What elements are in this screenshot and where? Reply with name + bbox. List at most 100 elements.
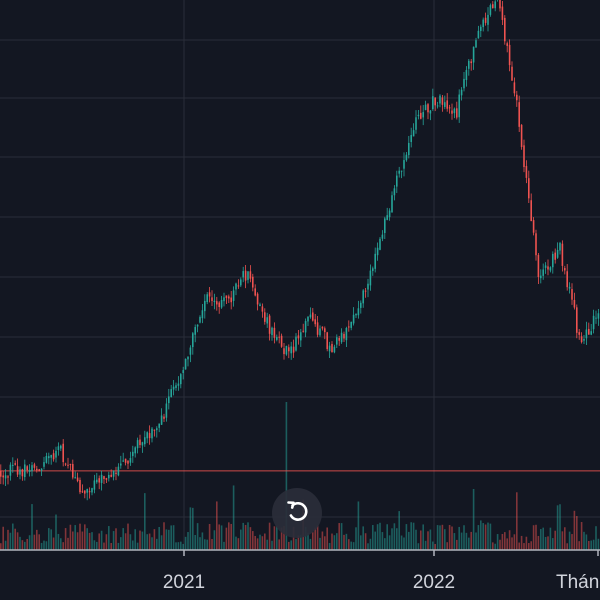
volume-bar bbox=[326, 527, 328, 550]
volume-bar bbox=[367, 543, 369, 550]
volume-bar bbox=[115, 528, 117, 550]
volume-bar bbox=[216, 501, 218, 550]
candle-body bbox=[288, 347, 290, 352]
candle-body bbox=[492, 4, 494, 9]
candle-body bbox=[554, 252, 556, 260]
candle-body bbox=[43, 462, 45, 467]
volume-bar bbox=[403, 537, 405, 550]
volume-bar bbox=[379, 522, 381, 550]
volume-bar bbox=[141, 531, 144, 550]
volume-bar bbox=[180, 541, 182, 550]
volume-bar bbox=[492, 542, 494, 550]
candle-body bbox=[256, 293, 259, 305]
volume-bar bbox=[208, 523, 211, 550]
candle-body bbox=[319, 328, 321, 336]
candle-body bbox=[153, 429, 156, 431]
volume-bar bbox=[129, 534, 132, 550]
candle-body bbox=[12, 464, 14, 466]
volume-bar bbox=[360, 535, 362, 550]
candle-body bbox=[98, 478, 100, 483]
candle-body bbox=[302, 330, 304, 332]
volume-bar bbox=[556, 505, 559, 550]
candle-body bbox=[290, 346, 292, 354]
volume-bar bbox=[532, 525, 535, 550]
volume-bar bbox=[7, 529, 9, 550]
volume-bar bbox=[295, 538, 297, 550]
volume-bar bbox=[273, 526, 276, 550]
candle-body bbox=[297, 335, 300, 339]
candle-body bbox=[597, 313, 600, 319]
volume-bar bbox=[396, 528, 398, 550]
candle-body bbox=[576, 307, 578, 333]
volume-bar bbox=[420, 530, 422, 550]
candle-body bbox=[547, 266, 549, 270]
candle-body bbox=[38, 469, 40, 472]
candle-body bbox=[283, 348, 285, 355]
volume-bar bbox=[549, 527, 552, 550]
candle-body bbox=[588, 328, 590, 335]
volume-bar bbox=[412, 522, 415, 550]
reset-chart-button[interactable] bbox=[272, 488, 322, 538]
volume-bar bbox=[453, 533, 456, 550]
candle-body bbox=[261, 306, 264, 312]
candle-body bbox=[129, 458, 132, 463]
volume-bar bbox=[369, 538, 372, 550]
candle-body bbox=[432, 96, 434, 110]
volume-bar bbox=[571, 534, 573, 550]
candle-body bbox=[148, 433, 151, 439]
candle-body bbox=[96, 479, 98, 483]
candle-body bbox=[508, 44, 511, 66]
volume-bar bbox=[60, 538, 62, 550]
volume-bar bbox=[144, 493, 146, 550]
candle-body bbox=[422, 112, 424, 118]
volume-bar bbox=[67, 537, 69, 550]
candle-body bbox=[412, 130, 415, 137]
candle-body bbox=[93, 480, 96, 490]
volume-bar bbox=[228, 522, 230, 550]
volume-bar bbox=[328, 542, 331, 550]
candle-body bbox=[100, 474, 103, 483]
volume-bar bbox=[537, 535, 540, 550]
candle-body bbox=[211, 297, 213, 301]
volume-bar bbox=[484, 524, 487, 550]
volume-bar bbox=[189, 507, 192, 550]
candle-body bbox=[57, 446, 60, 451]
candle-body bbox=[105, 478, 108, 480]
candle-body bbox=[31, 465, 33, 472]
candle-body bbox=[201, 310, 204, 319]
volume-bar bbox=[218, 524, 220, 550]
candle-body bbox=[110, 474, 112, 477]
volume-bar bbox=[336, 533, 338, 550]
candle-body bbox=[573, 299, 576, 308]
volume-bar bbox=[547, 536, 549, 550]
candle-body bbox=[580, 336, 583, 343]
candle-body bbox=[398, 170, 400, 174]
candle-body bbox=[340, 332, 343, 343]
candle-body bbox=[220, 300, 223, 308]
volume-bar bbox=[372, 525, 374, 550]
candle-body bbox=[199, 316, 201, 323]
volume-bar bbox=[256, 538, 259, 550]
candle-body bbox=[266, 317, 268, 324]
candle-body bbox=[472, 46, 475, 63]
volume-bar bbox=[348, 539, 350, 550]
volume-bar bbox=[345, 533, 348, 550]
candle-body bbox=[328, 345, 331, 352]
volume-bar bbox=[288, 541, 290, 550]
volume-bar bbox=[566, 543, 568, 550]
candle-body bbox=[520, 124, 523, 147]
candle-body bbox=[278, 336, 280, 338]
candle-body bbox=[194, 327, 196, 335]
volume-bar bbox=[268, 522, 271, 550]
candle-body bbox=[355, 313, 357, 316]
volume-bar bbox=[21, 540, 24, 550]
volume-bar bbox=[501, 533, 504, 550]
candle-body bbox=[463, 78, 465, 89]
candle-body bbox=[254, 288, 256, 296]
volume-bar bbox=[4, 540, 7, 550]
volume-bar bbox=[350, 541, 352, 550]
candle-body bbox=[403, 160, 405, 169]
volume-bar bbox=[127, 523, 129, 550]
